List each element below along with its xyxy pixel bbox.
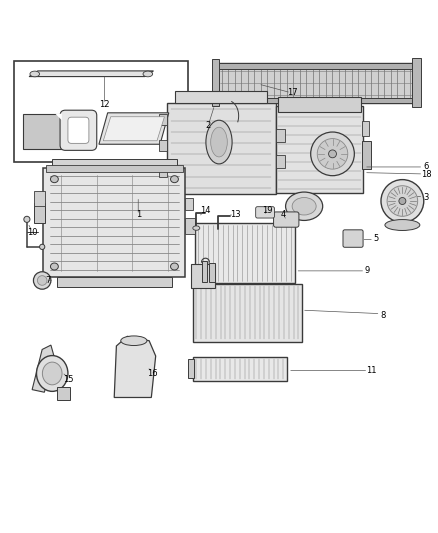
Bar (276, 155, 286, 168)
Ellipse shape (30, 71, 39, 77)
Bar (212, 59, 219, 106)
Polygon shape (55, 114, 62, 120)
Ellipse shape (33, 272, 51, 289)
Bar (362, 121, 369, 136)
Text: 8: 8 (380, 311, 385, 320)
Ellipse shape (50, 176, 58, 183)
Bar (57, 387, 70, 400)
Bar (412, 58, 421, 107)
Text: 15: 15 (63, 375, 74, 384)
Text: 1: 1 (136, 211, 141, 220)
FancyBboxPatch shape (256, 207, 275, 218)
FancyBboxPatch shape (274, 212, 299, 227)
Ellipse shape (385, 220, 420, 230)
Ellipse shape (170, 176, 178, 183)
Bar (362, 141, 371, 169)
Text: 16: 16 (147, 369, 158, 378)
Bar (276, 106, 363, 193)
FancyBboxPatch shape (343, 230, 363, 247)
Ellipse shape (387, 185, 418, 216)
Polygon shape (99, 113, 169, 144)
Ellipse shape (37, 276, 47, 285)
Bar (191, 264, 215, 288)
Ellipse shape (286, 192, 323, 221)
Text: 5: 5 (374, 233, 379, 243)
Bar (276, 129, 286, 142)
Ellipse shape (39, 244, 45, 249)
Ellipse shape (143, 71, 152, 77)
Ellipse shape (24, 216, 30, 222)
Bar (195, 223, 294, 283)
Bar (218, 98, 414, 103)
Bar (193, 357, 287, 381)
Bar (185, 198, 193, 210)
Ellipse shape (121, 336, 147, 345)
Text: 2: 2 (205, 122, 211, 131)
Ellipse shape (50, 263, 58, 270)
Text: 18: 18 (421, 171, 432, 179)
Polygon shape (114, 336, 155, 398)
Text: 7: 7 (45, 276, 50, 285)
Text: 17: 17 (287, 88, 298, 97)
Bar (159, 114, 167, 125)
Polygon shape (32, 345, 54, 392)
Bar (43, 168, 185, 277)
Bar (175, 91, 267, 103)
Text: 9: 9 (365, 266, 370, 276)
Bar (278, 97, 361, 112)
Bar (14, 61, 188, 161)
Text: 3: 3 (424, 193, 429, 202)
FancyBboxPatch shape (60, 110, 97, 150)
Ellipse shape (328, 150, 336, 158)
Bar (187, 359, 194, 378)
Text: 11: 11 (366, 366, 376, 375)
Ellipse shape (381, 180, 424, 222)
FancyBboxPatch shape (68, 117, 89, 143)
Bar (166, 103, 276, 195)
Ellipse shape (193, 226, 200, 230)
Ellipse shape (36, 356, 68, 391)
Bar (52, 159, 177, 168)
Bar (46, 165, 183, 172)
Bar (209, 263, 215, 282)
Polygon shape (29, 71, 153, 77)
Ellipse shape (311, 132, 354, 176)
Bar (34, 191, 45, 206)
Bar (218, 62, 414, 69)
Text: 10: 10 (27, 228, 37, 237)
Ellipse shape (42, 362, 62, 385)
Ellipse shape (206, 120, 232, 164)
Text: 6: 6 (424, 161, 429, 171)
Bar (159, 166, 167, 177)
Bar (22, 114, 62, 149)
Text: 4: 4 (281, 211, 286, 220)
Ellipse shape (399, 198, 406, 205)
Text: 14: 14 (200, 206, 210, 215)
Text: 19: 19 (262, 206, 272, 215)
Bar (185, 219, 195, 234)
Ellipse shape (211, 127, 227, 157)
Ellipse shape (317, 139, 348, 169)
Bar (201, 261, 207, 282)
Bar (57, 277, 172, 287)
Text: 12: 12 (99, 100, 110, 109)
Ellipse shape (292, 198, 316, 215)
Bar (193, 284, 302, 342)
Polygon shape (103, 117, 164, 141)
Bar (218, 63, 414, 103)
Text: 13: 13 (230, 211, 241, 220)
Ellipse shape (170, 263, 178, 270)
Bar (159, 140, 167, 151)
Bar (34, 203, 45, 223)
